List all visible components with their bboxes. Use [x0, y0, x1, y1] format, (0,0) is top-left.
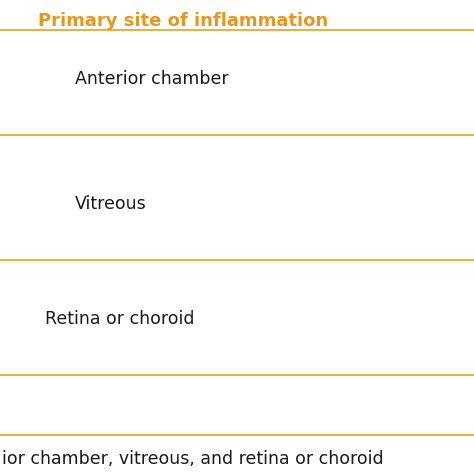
Text: Anterior chamber: Anterior chamber: [75, 70, 228, 88]
Text: ior chamber, vitreous, and retina or choroid: ior chamber, vitreous, and retina or cho…: [2, 450, 383, 468]
Text: Retina or choroid: Retina or choroid: [45, 310, 194, 328]
Text: Primary site of inflammation: Primary site of inflammation: [38, 12, 328, 30]
Text: Vitreous: Vitreous: [75, 195, 147, 213]
